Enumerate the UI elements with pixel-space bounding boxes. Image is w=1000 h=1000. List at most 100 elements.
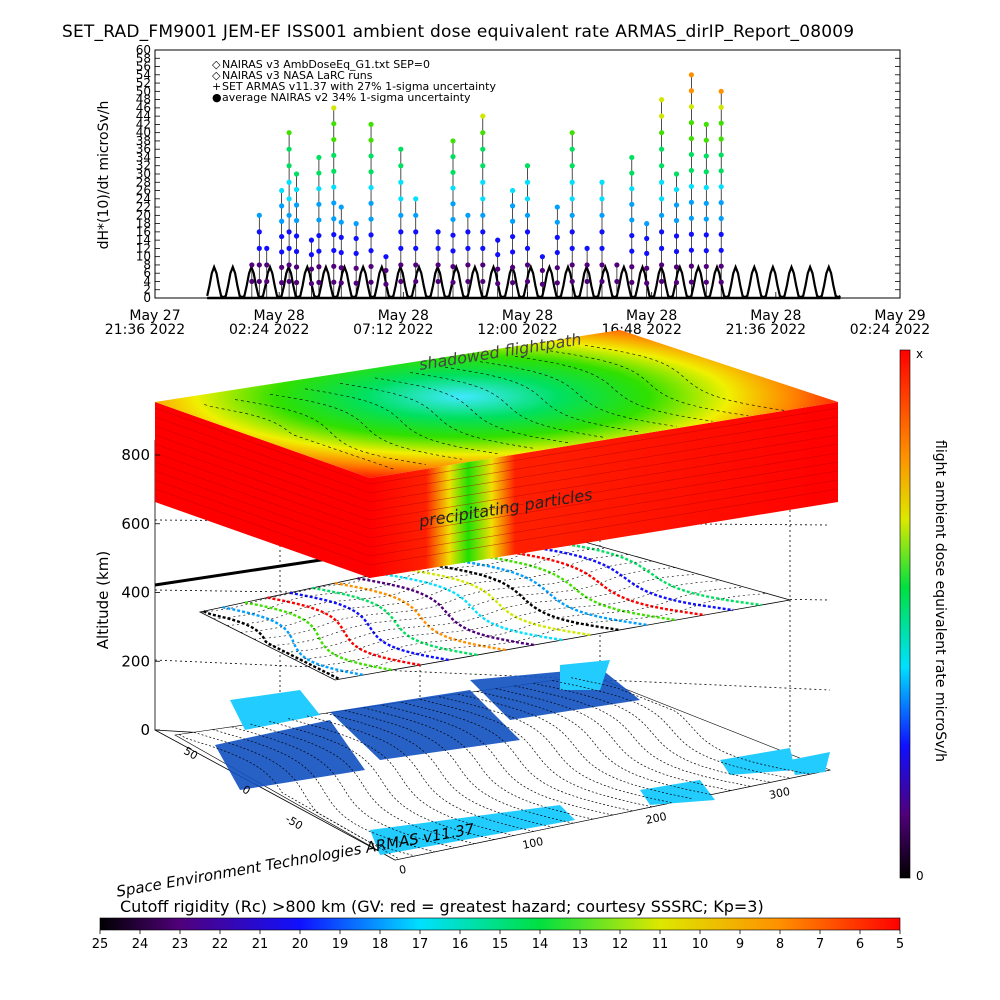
ts-dose-point: [718, 152, 724, 158]
ts-dose-point: [703, 263, 709, 270]
ts-dose-point: [718, 136, 724, 142]
ts-y-tick-label: 48: [136, 93, 151, 107]
slab-front-stripe: [369, 443, 839, 521]
ts-legend-symbol: ●: [212, 91, 222, 104]
cutoff-tick-label: 10: [692, 937, 709, 952]
ts-y-tick-label: 16: [136, 225, 151, 239]
ts-dose-point: [673, 248, 680, 255]
ts-dose-point: [703, 169, 709, 175]
ts-dose-point: [331, 168, 337, 174]
ts-dose-point: [673, 202, 680, 208]
ts-dose-point: [308, 266, 315, 272]
ts-dose-point: [279, 264, 285, 270]
altitude-tick-label: 0: [140, 721, 150, 739]
ts-dose-point: [629, 264, 635, 270]
ts-dose-point: [480, 229, 486, 235]
ts-dose-point: [569, 212, 575, 218]
ts-y-tick-label: 12: [136, 241, 151, 255]
ts-dose-point: [569, 245, 575, 251]
ts-y-tick-label: 34: [136, 150, 151, 164]
ts-dose-point: [495, 280, 501, 287]
cutoff-tick-label: 22: [212, 937, 229, 952]
ts-legend-entry: NAIRAS v3 AmbDoseEq_G1.txt SEP=0: [222, 58, 430, 71]
ts-dose-point: [383, 267, 389, 274]
ts-dose-point: [331, 279, 337, 285]
ts-dose-point: [673, 264, 680, 270]
ts-dose-point: [569, 262, 575, 268]
ts-dose-point: [450, 279, 456, 285]
ts-dose-point: [256, 229, 262, 235]
ts-legend-entry: NAIRAS v3 NASA LaRC runs: [222, 69, 373, 82]
ts-dose-point: [659, 97, 665, 103]
ts-dose-point: [398, 212, 404, 218]
ts-dose-point: [509, 203, 516, 209]
ts-dose-point: [383, 281, 389, 287]
ts-dose-point: [413, 212, 419, 218]
longitude-tick-label: 300: [768, 785, 791, 802]
ts-dose-point: [509, 233, 516, 240]
ts-dose-point: [569, 196, 575, 202]
ts-dose-point: [629, 201, 635, 207]
longitude-axis: 0 100 200 300: [398, 785, 791, 877]
ts-dose-point: [718, 231, 724, 238]
ts-dose-point: [659, 179, 665, 185]
cutoff-tick-label: 6: [856, 937, 864, 952]
slab-flight-track: [339, 383, 534, 449]
ts-y-tick-label: 26: [136, 184, 151, 198]
ts-dose-point: [673, 233, 680, 239]
ts-dose-point: [368, 263, 374, 270]
cutoff-tick-label: 23: [172, 937, 189, 952]
ts-dose-point: [718, 247, 724, 253]
ts-dose-point: [331, 121, 337, 127]
longitude-tick-label: 0: [398, 863, 408, 877]
ts-dose-point: [331, 200, 337, 206]
ts-dose-point: [718, 200, 724, 206]
cutoff-colorbar-ticks: 25 24 23 22 21 20 19 18 17 16 15 14 13 12 11 10 9 8 7 6 5: [92, 930, 904, 952]
cutoff-rigidity-slab: [154, 330, 839, 578]
orbit-track-line: [334, 581, 506, 652]
world-map-base: [174, 660, 832, 861]
ts-dose-point: [338, 249, 344, 256]
cutoff-tick-label: 16: [452, 937, 469, 952]
page-title: SET_RAD_FM9001 JEM-EF ISS001 ambient dos…: [62, 22, 855, 42]
ts-dose-point: [293, 217, 300, 224]
dose-colorbar-bottom-label: 0: [916, 869, 924, 883]
ts-dose-point: [688, 72, 695, 78]
ts-dose-point: [673, 217, 680, 224]
slab-front-stripe: [369, 488, 839, 566]
ts-dose-point: [688, 120, 695, 126]
slab-flight-track: [374, 377, 570, 444]
ts-dose-point: [398, 245, 404, 251]
ts-dose-point: [279, 187, 285, 194]
ts-dose-point: [368, 121, 374, 127]
ts-dose-point: [413, 262, 419, 268]
ts-dose-point: [524, 229, 531, 235]
ts-legend-entry: SET ARMAS v11.37 with 27% 1-sigma uncert…: [222, 80, 496, 93]
ts-y-tick-label: 2: [143, 283, 151, 297]
ts-legend: ◇ NAIRAS v3 AmbDoseEq_G1.txt SEP=0◇ NAIRAS…: [212, 58, 496, 104]
ts-dose-point: [673, 279, 680, 286]
ts-dose-point: [569, 146, 575, 152]
slab-front-stripe: [369, 425, 839, 503]
ts-dose-point: [398, 163, 404, 169]
dose-colorbar-top-label: x: [916, 347, 923, 361]
ts-dose-point: [524, 163, 531, 169]
ts-y-tick-label: 20: [136, 208, 151, 222]
map-ground-track: [193, 731, 415, 857]
ts-legend-symbol: ◇: [212, 69, 221, 82]
ts-dose-point: [480, 163, 486, 169]
ts-dose-point: [569, 229, 575, 235]
ts-dose-point: [659, 245, 665, 251]
ts-dose-point: [629, 170, 635, 176]
slab-side-stripe: [154, 425, 371, 503]
ts-dose-point: [450, 248, 456, 254]
ts-y-tick-label: 58: [136, 51, 151, 65]
slab-side-stripe: [154, 470, 371, 548]
ts-dose-point: [688, 183, 695, 189]
ts-dose-point: [524, 196, 531, 202]
ts-dose-point: [659, 278, 665, 285]
ts-dose-point: [495, 266, 501, 272]
ts-y-tick-label: 30: [136, 167, 151, 181]
altitude-tick-label: 400: [121, 584, 150, 602]
